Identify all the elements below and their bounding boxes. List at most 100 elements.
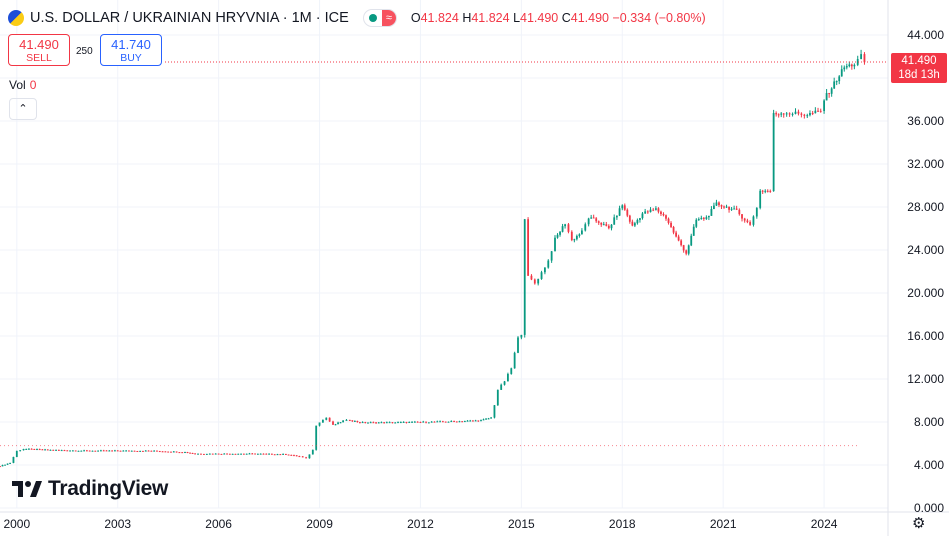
candle-body (175, 451, 178, 453)
candle-body (713, 205, 715, 210)
candle-body (85, 450, 88, 452)
candle-body (284, 453, 287, 455)
candle-body (733, 208, 736, 210)
candle-body (158, 451, 161, 453)
candle-body (472, 420, 474, 422)
candle-body (122, 450, 125, 452)
candle-body (610, 224, 613, 229)
brand-name: TradingView (48, 477, 169, 500)
candle-body (15, 450, 18, 457)
candle-body (672, 226, 675, 233)
candle-body (761, 190, 764, 192)
candle-body (573, 239, 576, 241)
candle-body (203, 453, 205, 455)
candle-body (819, 110, 822, 112)
candle-body (469, 420, 472, 422)
candle-body (749, 222, 752, 225)
candle-body (735, 208, 738, 210)
candle-body (279, 454, 282, 456)
candle-body (125, 450, 128, 452)
candle-body (311, 449, 314, 455)
market-status-pill[interactable]: ≈ (362, 9, 397, 27)
candle-body (682, 245, 685, 251)
candle-body (613, 217, 616, 225)
candle-body (567, 224, 570, 232)
candle-body (342, 420, 345, 423)
candle-body (41, 449, 44, 451)
candle-body (108, 450, 111, 452)
candle-body (399, 422, 402, 424)
candle-body (167, 451, 170, 453)
candle-body (677, 236, 680, 241)
candle-body (621, 205, 624, 209)
candle-body (172, 451, 175, 453)
candle-body (561, 226, 564, 232)
ohlc-readout: O41.824 H41.824 L41.490 C41.490 −0.334 (… (410, 11, 706, 25)
candle-body (510, 368, 513, 374)
candle-body (119, 450, 122, 452)
candle-body (547, 260, 550, 268)
candle-body (116, 450, 119, 452)
y-tick-label: 12.000 (907, 372, 944, 386)
candle-body (184, 452, 186, 454)
candle-body (265, 453, 268, 455)
candle-body (402, 421, 405, 423)
candle-body (660, 211, 662, 215)
candle-body (746, 220, 749, 223)
candle-body (578, 234, 581, 236)
candle-body (189, 452, 191, 454)
candle-body (4, 464, 6, 466)
candle-body (139, 450, 142, 452)
collapse-button[interactable]: ⌃ (9, 98, 37, 120)
candle-body (556, 234, 559, 238)
candle-body (474, 420, 477, 422)
change-value: −0.334 (−0.80%) (612, 11, 706, 25)
candle-body (485, 418, 487, 420)
symbol-title[interactable]: U.S. DOLLAR / UKRAINIAN HRYVNIA · 1M · I… (30, 10, 349, 26)
candle-body (144, 450, 147, 452)
candle-body (97, 450, 100, 452)
candle-body (295, 455, 298, 457)
sell-button[interactable]: 41.490 SELL (8, 34, 70, 66)
candle-body (487, 418, 490, 420)
candle-body (194, 453, 197, 455)
candle-body (811, 113, 814, 115)
candle-body (408, 422, 411, 424)
candle-body (644, 211, 647, 214)
candle-body (840, 69, 843, 77)
candle-body (69, 450, 71, 452)
candle-body (425, 421, 427, 423)
y-tick-label: 4.000 (914, 458, 944, 472)
candle-body (692, 226, 695, 236)
candle-body (242, 453, 245, 455)
candle-body (636, 219, 639, 224)
candle-body (361, 422, 364, 424)
x-tick-label: 2015 (508, 517, 535, 531)
buy-button[interactable]: 41.740 BUY (100, 34, 162, 66)
x-tick-label: 2018 (609, 517, 636, 531)
candle-body (444, 421, 447, 423)
candle-body (270, 453, 273, 455)
candle-body (833, 81, 836, 89)
candle-body (315, 425, 318, 450)
candle-body (828, 93, 831, 95)
candle-body (71, 450, 74, 452)
candle-body (318, 422, 321, 426)
candle-body (687, 245, 690, 254)
settings-icon[interactable]: ⚙ (912, 515, 926, 532)
candle-body (723, 206, 725, 208)
candle-body (102, 450, 105, 452)
candle-body (695, 219, 698, 227)
candle-body (66, 450, 69, 452)
y-tick-label: 28.000 (907, 200, 944, 214)
candle-body (791, 113, 794, 115)
candle-body (430, 421, 433, 423)
symbol-header: U.S. DOLLAR / UKRAINIAN HRYVNIA · 1M · I… (8, 8, 706, 28)
candle-body (433, 421, 436, 423)
candle-body (231, 453, 234, 455)
candle-body (490, 417, 493, 419)
candle-body (461, 421, 464, 423)
candle-body (334, 424, 337, 426)
candle-body (114, 450, 116, 452)
